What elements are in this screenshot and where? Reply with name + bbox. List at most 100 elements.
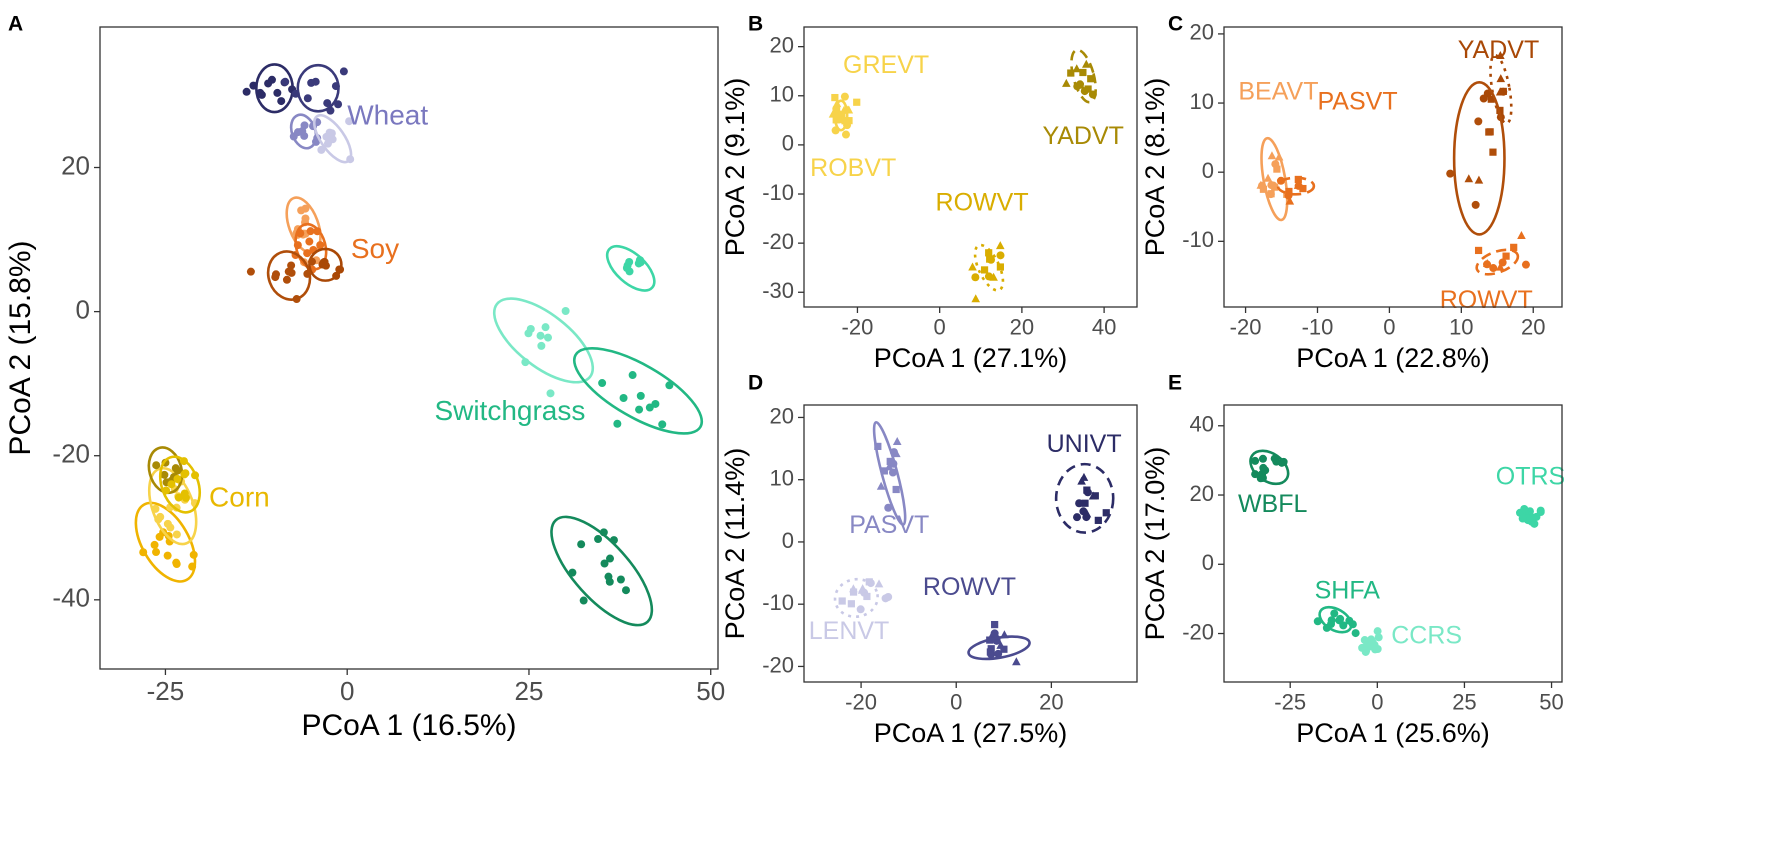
- data-point: [257, 90, 266, 99]
- data-point: [180, 489, 189, 498]
- data-point: [1272, 457, 1281, 466]
- data-point: [835, 115, 844, 124]
- x-tick-label: 0: [950, 690, 962, 715]
- data-point: [242, 87, 251, 96]
- data-point: [1294, 175, 1302, 184]
- data-point: [1073, 513, 1082, 522]
- data-point: [323, 139, 332, 148]
- data-point: [1087, 75, 1095, 83]
- y-axis-title: PCoA 2 (9.1%): [720, 78, 750, 257]
- confidence-ellipse: [833, 577, 879, 619]
- data-point: [665, 381, 674, 390]
- data-point: [1079, 68, 1087, 77]
- data-point: [1079, 472, 1089, 481]
- data-point: [152, 548, 161, 557]
- y-tick-label: 0: [1202, 158, 1214, 183]
- data-point: [1273, 165, 1281, 173]
- data-point: [264, 79, 273, 88]
- x-tick-label: 50: [1539, 690, 1563, 715]
- data-point: [838, 597, 846, 605]
- data-point: [172, 560, 181, 569]
- x-tick-label: -20: [1230, 315, 1262, 340]
- data-point: [1518, 514, 1527, 523]
- data-point: [323, 99, 332, 108]
- data-point: [856, 605, 865, 614]
- data-point: [1487, 95, 1495, 103]
- confidence-ellipse: [308, 247, 343, 282]
- y-tick-label: 0: [782, 131, 794, 156]
- plot-area: [833, 421, 1115, 666]
- data-point: [1081, 499, 1089, 507]
- confidence-ellipse: [312, 113, 353, 164]
- x-axis-title: PCoA 1 (22.8%): [1296, 343, 1490, 373]
- data-point: [841, 130, 850, 139]
- data-point: [1082, 513, 1091, 522]
- y-tick-label: -20: [762, 652, 794, 677]
- plot-area: [1249, 449, 1545, 656]
- data-point: [613, 419, 622, 428]
- y-tick-label: -10: [1182, 227, 1214, 252]
- y-tick-label: 20: [1190, 20, 1214, 45]
- data-point: [156, 512, 165, 521]
- data-point: [1520, 504, 1529, 513]
- x-tick-label: 20: [1010, 315, 1034, 340]
- data-point: [1496, 74, 1506, 83]
- data-point: [1362, 647, 1371, 656]
- y-tick-label: -40: [52, 583, 90, 613]
- data-point: [284, 267, 293, 276]
- data-point: [1351, 629, 1360, 638]
- data-point: [287, 261, 296, 270]
- x-axis-title: PCoA 1 (16.5%): [301, 709, 516, 742]
- x-tick-label: -20: [842, 315, 874, 340]
- data-point: [1464, 174, 1474, 183]
- data-point: [150, 540, 159, 549]
- data-point: [831, 93, 839, 102]
- group-label: LENVT: [809, 617, 890, 645]
- panel-b: B GREVT ROBVT YADVT ROWVT -20 0 20 40 -30 -20 -10 0 1…: [720, 12, 1138, 373]
- data-point: [622, 263, 631, 272]
- plot-frame: [1223, 26, 1563, 308]
- data-point: [874, 579, 884, 588]
- plot-area: [1256, 50, 1530, 276]
- confidence-ellipse: [255, 63, 294, 114]
- data-point: [996, 251, 1005, 260]
- data-point: [1474, 175, 1484, 184]
- data-point: [1330, 609, 1339, 618]
- data-point: [297, 206, 306, 215]
- data-point: [316, 241, 325, 250]
- data-point: [995, 241, 1005, 250]
- data-point: [167, 480, 176, 489]
- x-tick-label: -20: [845, 690, 877, 715]
- data-point: [1368, 638, 1377, 647]
- group-label: Switchgrass: [434, 395, 585, 426]
- confidence-ellipse: [572, 347, 704, 435]
- data-point: [616, 575, 625, 584]
- x-tick-label: 25: [515, 676, 544, 706]
- data-point: [1256, 180, 1266, 189]
- data-point: [971, 273, 980, 282]
- confidence-ellipse: [158, 455, 201, 514]
- panel-letter: B: [748, 12, 763, 35]
- data-point: [271, 273, 280, 282]
- data-point: [524, 329, 533, 338]
- data-point: [1495, 262, 1505, 271]
- data-point: [886, 457, 894, 466]
- data-point: [996, 640, 1005, 649]
- x-axis-title: PCoA 1 (27.5%): [874, 718, 1068, 748]
- data-point: [1517, 231, 1526, 240]
- data-point: [594, 535, 603, 544]
- data-point: [658, 420, 667, 429]
- group-label: ROWVT: [1440, 286, 1533, 314]
- data-point: [892, 437, 902, 446]
- data-point: [334, 100, 343, 109]
- data-point: [543, 333, 552, 342]
- data-point: [1471, 200, 1480, 209]
- data-point: [1529, 513, 1538, 522]
- y-axis-title: PCoA 2 (8.1%): [1140, 78, 1170, 257]
- data-point: [598, 379, 607, 388]
- data-point: [853, 98, 861, 106]
- y-tick-label: 10: [770, 466, 794, 491]
- data-point: [847, 600, 855, 608]
- y-tick-label: 0: [1202, 550, 1214, 575]
